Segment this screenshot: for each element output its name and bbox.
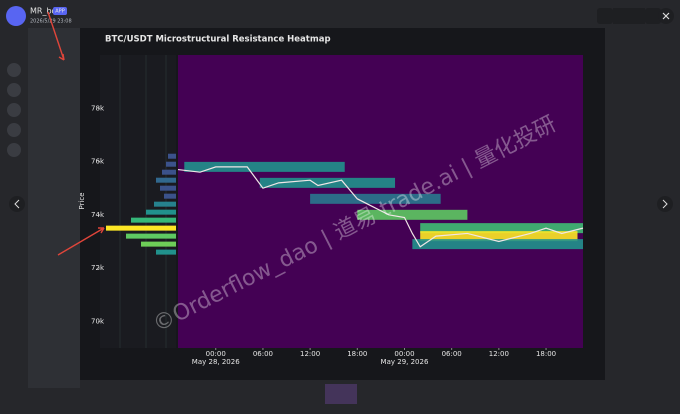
- open-button[interactable]: [629, 8, 645, 24]
- close-icon: [662, 12, 670, 20]
- y-tick-label: 76k: [91, 158, 105, 166]
- profile-bar: [141, 241, 176, 247]
- prev-button[interactable]: [9, 196, 25, 212]
- profile-grid: [119, 55, 167, 348]
- red-arrow: [47, 11, 65, 61]
- thumbnail[interactable]: [325, 384, 357, 404]
- server-icons: [7, 63, 21, 157]
- chart-title: BTC/USDT Microstructural Resistance Heat…: [105, 35, 331, 45]
- resistance-zone: [420, 223, 583, 234]
- price-line: [177, 166, 584, 248]
- x-tick-label: 00:00: [394, 350, 414, 358]
- profile-bar: [146, 209, 176, 215]
- x-tick-label: 12:00: [300, 350, 320, 358]
- badge: APP: [55, 9, 64, 15]
- profile-bar: [156, 249, 176, 255]
- resistance-zone: [412, 239, 583, 250]
- profile-bar: [154, 201, 176, 207]
- next-button[interactable]: [657, 196, 673, 212]
- more-button[interactable]: [645, 8, 661, 24]
- prev-icon: [14, 199, 20, 209]
- forward-button[interactable]: [613, 8, 629, 24]
- y-axis-label: Price: [78, 192, 86, 209]
- zoom-button[interactable]: [597, 8, 613, 24]
- red-arrow: [57, 227, 105, 256]
- resistance-zone: [357, 209, 468, 220]
- x-tick-label: 00:00: [206, 350, 226, 358]
- y-tick-label: 72k: [91, 264, 105, 272]
- y-tick-label: 70k: [91, 317, 105, 325]
- profile-bar: [164, 193, 176, 199]
- profile-panel: [100, 55, 176, 348]
- x-tick-label: 12:00: [489, 350, 509, 358]
- resistance-zone: [420, 231, 578, 242]
- blurred-channel-list: [28, 28, 80, 388]
- x-tick-label: 18:00: [347, 350, 367, 358]
- x-tick-label: 06:00: [253, 350, 273, 358]
- profile-bar: [106, 225, 176, 231]
- toolbar: [597, 8, 674, 24]
- profile-bar: [131, 217, 176, 223]
- profile-bar: [162, 169, 176, 175]
- y-tick-label: 74k: [91, 211, 105, 219]
- profile-bar: [160, 185, 176, 191]
- resistance-zone: [310, 193, 441, 204]
- profile-bar: [126, 233, 176, 239]
- x-tick-label: 18:00: [536, 350, 556, 358]
- x-date-label: May 28, 2026: [192, 358, 240, 366]
- profile-bar: [168, 153, 176, 159]
- plot: [177, 55, 584, 348]
- y-tick-label: 78k: [91, 104, 105, 112]
- profile-bar: [166, 161, 176, 167]
- x-tick-label: 06:00: [442, 350, 462, 358]
- x-date-label: May 29, 2026: [381, 358, 429, 366]
- username[interactable]: MR_bot: [30, 7, 60, 16]
- next-icon: [662, 199, 668, 209]
- resistance-zone: [184, 161, 345, 172]
- avatar[interactable]: [6, 6, 26, 26]
- profile-bar: [156, 177, 176, 183]
- badge-bg: [53, 7, 67, 15]
